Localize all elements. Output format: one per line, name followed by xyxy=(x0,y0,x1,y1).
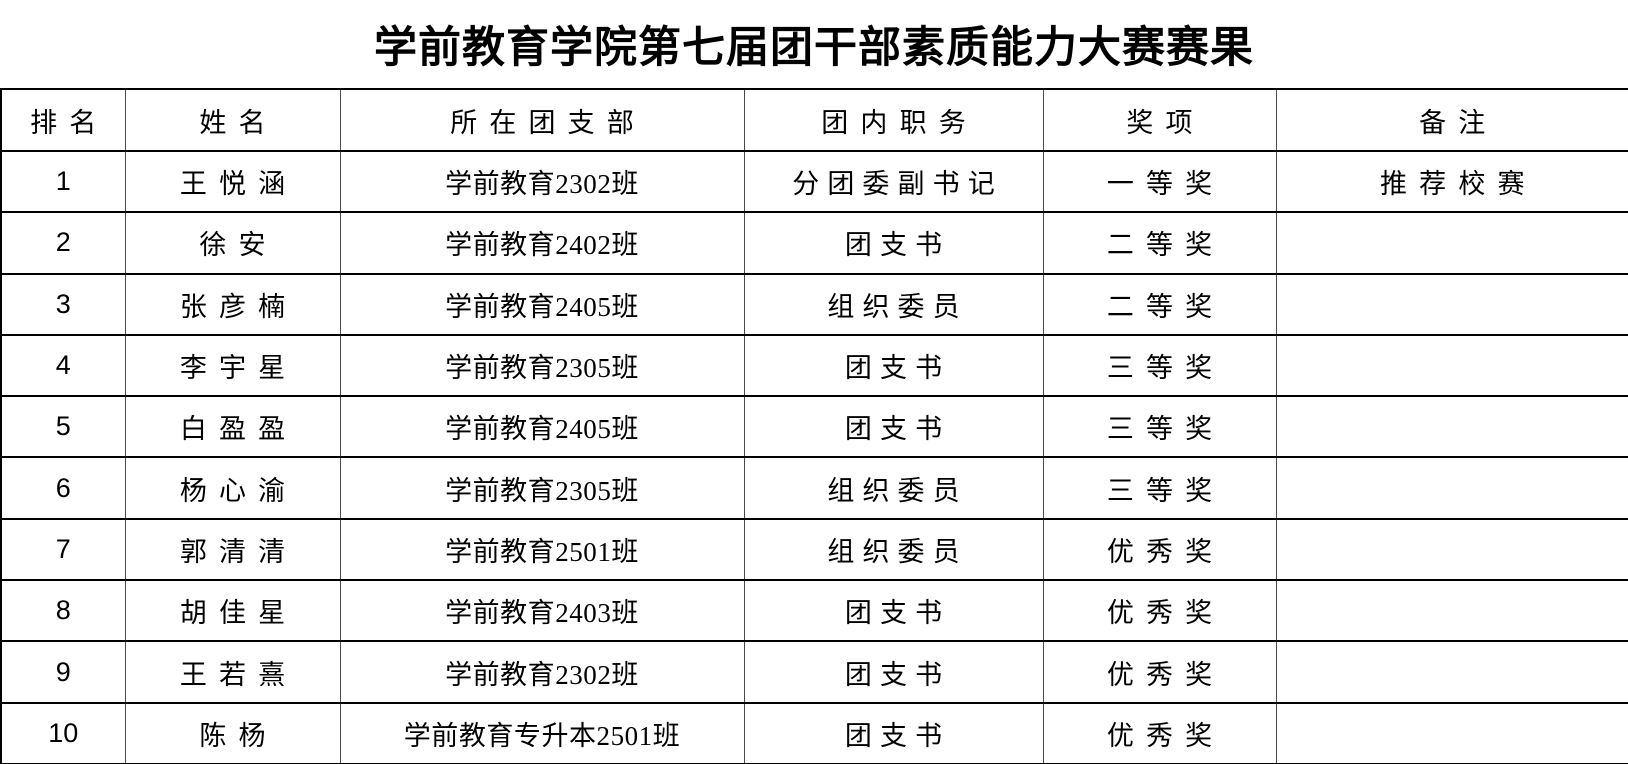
table-row: 4 李宇星 学前教育2305班 团支书 三等奖 xyxy=(0,333,1628,398)
cell-award: 二等奖 xyxy=(1042,211,1277,275)
cell-name: 白盈盈 xyxy=(124,395,341,459)
cell-branch: 学前教育2305班 xyxy=(339,333,745,398)
cell-rank: 8 xyxy=(0,579,126,643)
cell-branch: 学前教育2402班 xyxy=(339,211,745,275)
cell-name: 徐安 xyxy=(124,211,341,275)
table-row: 3 张彦楠 学前教育2405班 组织委员 二等奖 xyxy=(0,272,1628,336)
cell-rank: 1 xyxy=(0,149,126,214)
table-row: 5 白盈盈 学前教育2405班 团支书 三等奖 xyxy=(0,395,1628,459)
cell-remark xyxy=(1275,579,1628,643)
col-header-position: 团内职务 xyxy=(743,88,1044,152)
cell-name: 王悦涵 xyxy=(124,149,341,214)
cell-branch: 学前教育专升本2501班 xyxy=(339,701,745,764)
cell-position: 团支书 xyxy=(743,395,1044,459)
table-row: 8 胡佳星 学前教育2403班 团支书 优秀奖 xyxy=(0,579,1628,643)
cell-branch: 学前教育2302班 xyxy=(339,149,745,214)
cell-award: 二等奖 xyxy=(1042,272,1277,336)
cell-branch: 学前教育2501班 xyxy=(339,517,745,582)
cell-award: 优秀奖 xyxy=(1042,517,1277,582)
cell-remark xyxy=(1275,701,1628,764)
cell-position: 团支书 xyxy=(743,640,1044,704)
cell-remark: 推荐校赛 xyxy=(1275,149,1628,214)
cell-branch: 学前教育2302班 xyxy=(339,640,745,704)
table-row: 7 郭清清 学前教育2501班 组织委员 优秀奖 xyxy=(0,517,1628,582)
cell-remark xyxy=(1275,395,1628,459)
results-table: 排名 姓名 所在团支部 团内职务 奖项 备注 1 王悦涵 学前教育2302班 分… xyxy=(0,88,1628,764)
cell-remark xyxy=(1275,272,1628,336)
cell-position: 团支书 xyxy=(743,701,1044,764)
cell-rank: 3 xyxy=(0,272,126,336)
col-header-branch: 所在团支部 xyxy=(339,88,745,152)
cell-award: 优秀奖 xyxy=(1042,640,1277,704)
cell-remark xyxy=(1275,333,1628,398)
cell-award: 优秀奖 xyxy=(1042,579,1277,643)
cell-position: 团支书 xyxy=(743,211,1044,275)
cell-name: 陈杨 xyxy=(124,701,341,764)
cell-branch: 学前教育2403班 xyxy=(339,579,745,643)
cell-rank: 9 xyxy=(0,640,126,704)
cell-rank: 7 xyxy=(0,517,126,582)
cell-branch: 学前教育2305班 xyxy=(339,456,745,520)
cell-position: 组织委员 xyxy=(743,456,1044,520)
table-row: 2 徐安 学前教育2402班 团支书 二等奖 xyxy=(0,211,1628,275)
cell-remark xyxy=(1275,640,1628,704)
table-row: 6 杨心渝 学前教育2305班 组织委员 三等奖 xyxy=(0,456,1628,520)
cell-remark xyxy=(1275,211,1628,275)
cell-award: 三等奖 xyxy=(1042,456,1277,520)
cell-position: 团支书 xyxy=(743,579,1044,643)
cell-award: 优秀奖 xyxy=(1042,701,1277,764)
col-header-remark: 备注 xyxy=(1275,88,1628,152)
table-row: 9 王若熹 学前教育2302班 团支书 优秀奖 xyxy=(0,640,1628,704)
cell-name: 张彦楠 xyxy=(124,272,341,336)
cell-name: 郭清清 xyxy=(124,517,341,582)
cell-branch: 学前教育2405班 xyxy=(339,395,745,459)
table-row: 10 陈杨 学前教育专升本2501班 团支书 优秀奖 xyxy=(0,701,1628,764)
col-header-award: 奖项 xyxy=(1042,88,1277,152)
cell-award: 一等奖 xyxy=(1042,149,1277,214)
cell-rank: 6 xyxy=(0,456,126,520)
cell-position: 组织委员 xyxy=(743,517,1044,582)
cell-rank: 5 xyxy=(0,395,126,459)
cell-award: 三等奖 xyxy=(1042,333,1277,398)
cell-position: 团支书 xyxy=(743,333,1044,398)
cell-remark xyxy=(1275,517,1628,582)
cell-rank: 2 xyxy=(0,211,126,275)
cell-name: 王若熹 xyxy=(124,640,341,704)
table-row: 1 王悦涵 学前教育2302班 分团委副书记 一等奖 推荐校赛 xyxy=(0,149,1628,214)
cell-position: 组织委员 xyxy=(743,272,1044,336)
cell-name: 杨心渝 xyxy=(124,456,341,520)
cell-name: 李宇星 xyxy=(124,333,341,398)
header-row: 排名 姓名 所在团支部 团内职务 奖项 备注 xyxy=(0,88,1628,152)
cell-name: 胡佳星 xyxy=(124,579,341,643)
cell-rank: 4 xyxy=(0,333,126,398)
col-header-name: 姓名 xyxy=(124,88,341,152)
cell-award: 三等奖 xyxy=(1042,395,1277,459)
cell-position: 分团委副书记 xyxy=(743,149,1044,214)
page-title: 学前教育学院第七届团干部素质能力大赛赛果 xyxy=(374,25,1254,72)
cell-rank: 10 xyxy=(0,701,126,764)
cell-remark xyxy=(1275,456,1628,520)
col-header-rank: 排名 xyxy=(0,88,126,152)
cell-branch: 学前教育2405班 xyxy=(339,272,745,336)
